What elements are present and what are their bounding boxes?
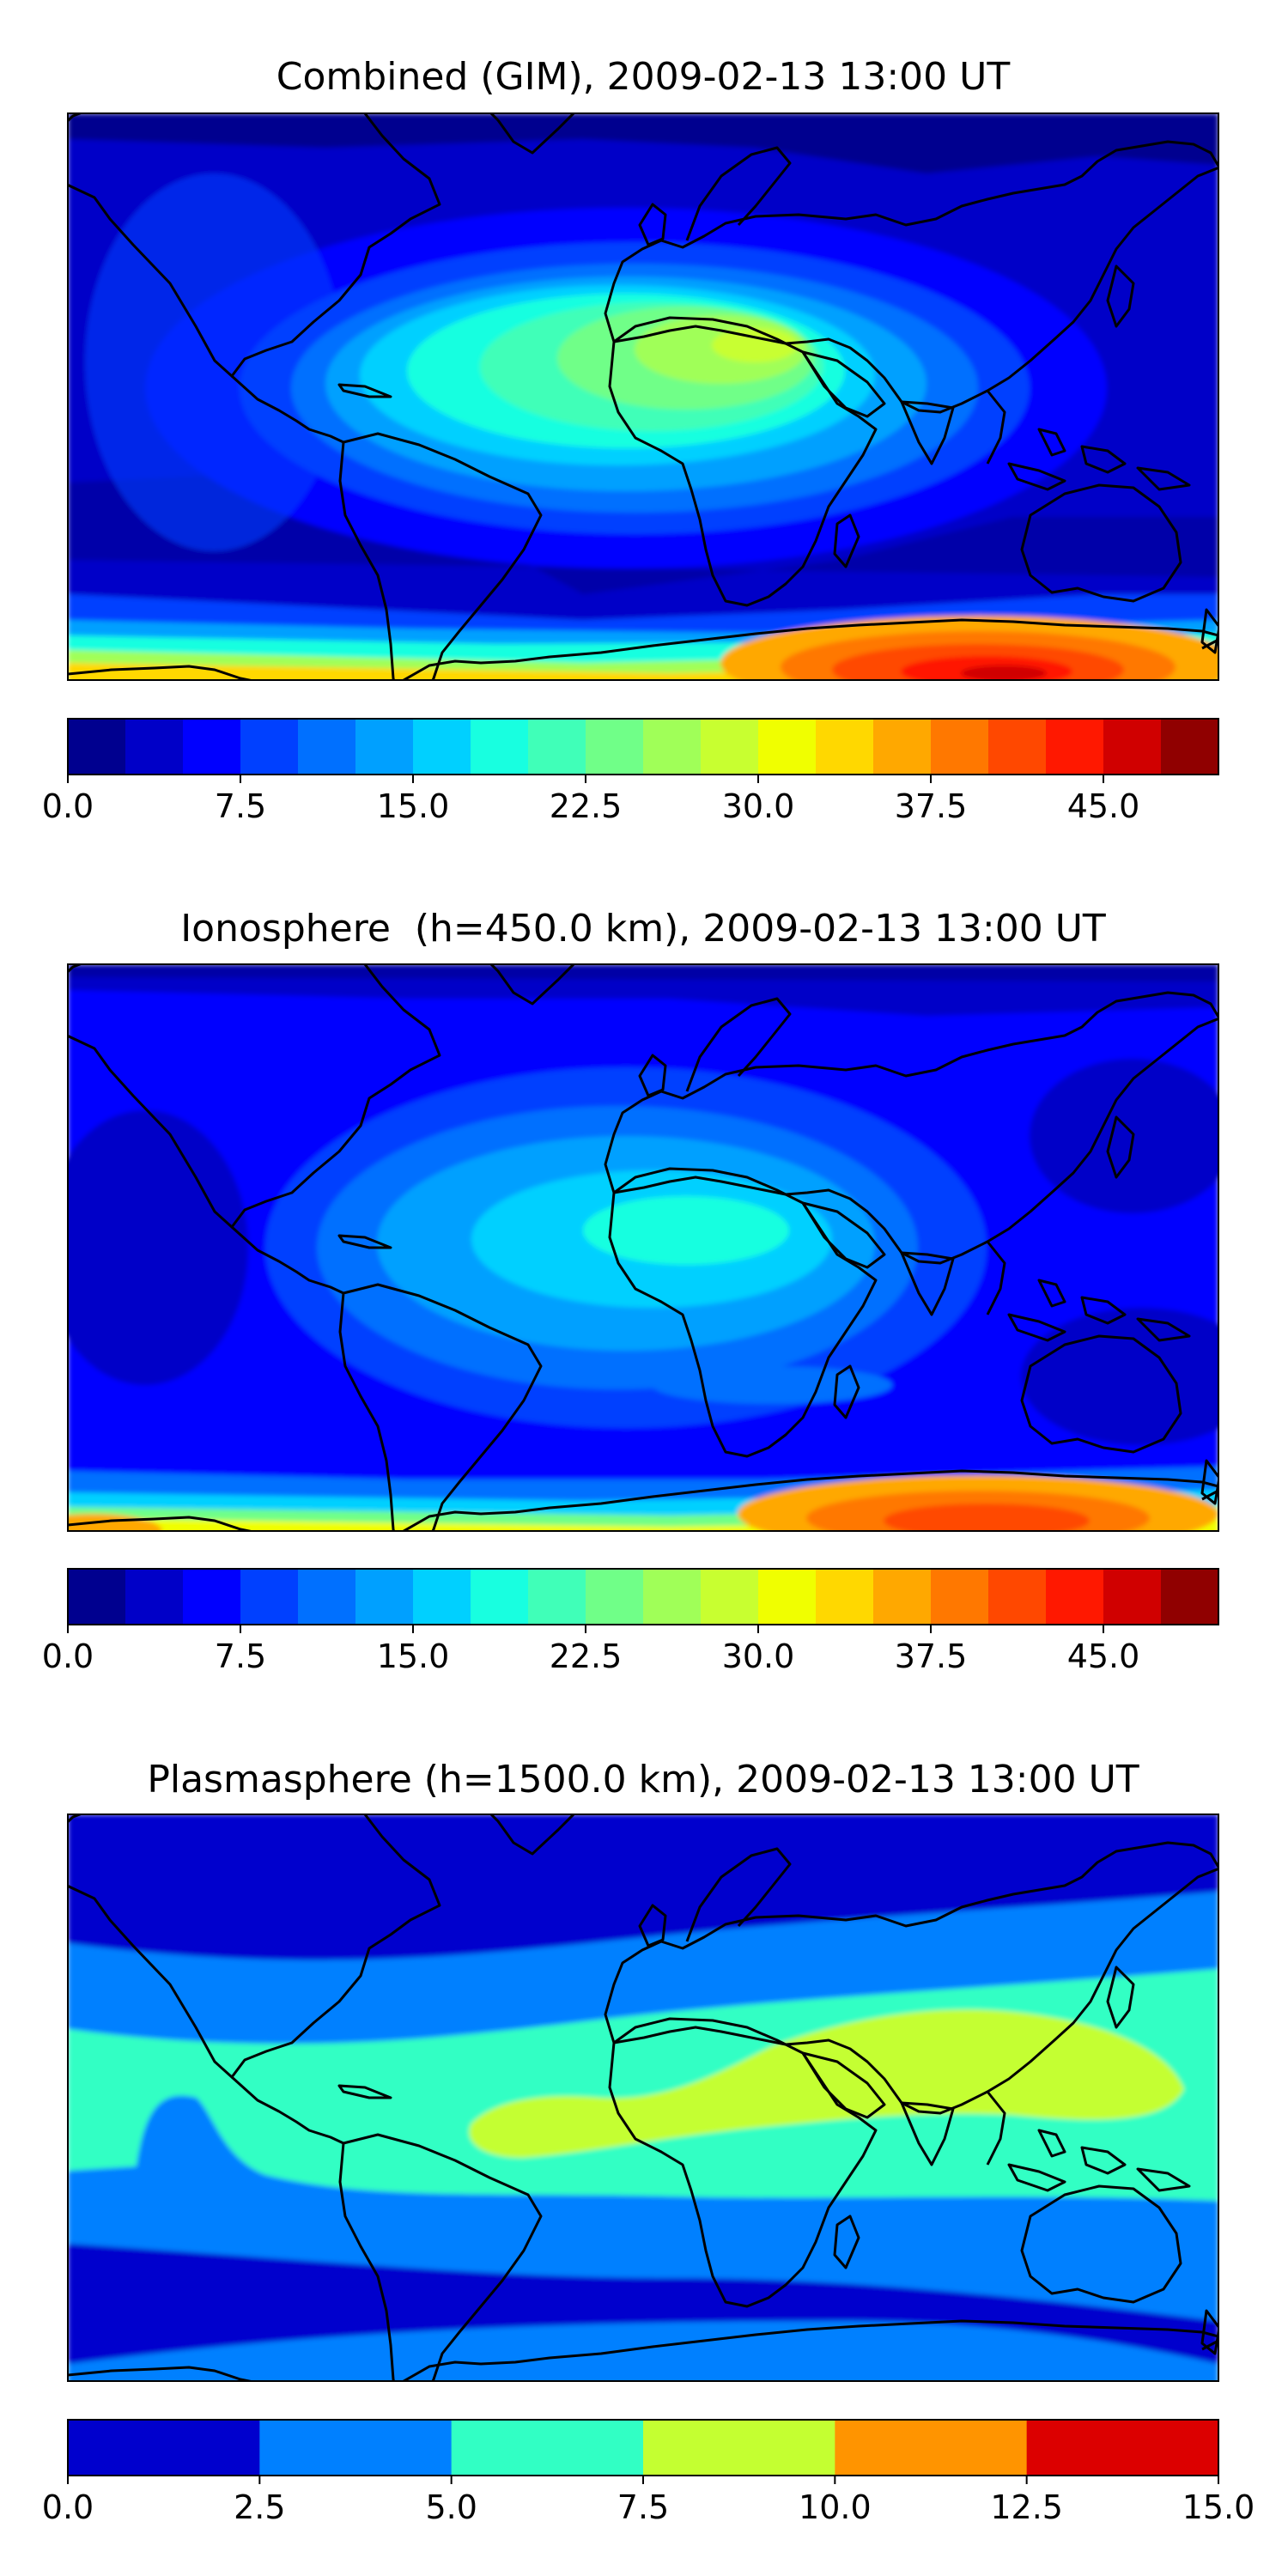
colorbar-tick-label: 30.0 — [722, 1637, 795, 1675]
contour-map — [68, 1814, 1218, 2381]
contour-level — [712, 328, 798, 362]
colorbar-swatch — [643, 1569, 702, 1625]
colorbar-swatch — [988, 719, 1047, 775]
colorbar-swatch — [1161, 1569, 1219, 1625]
contour-level — [85, 173, 343, 551]
colorbar-tick-label: 7.5 — [215, 787, 266, 825]
contour-map — [68, 964, 1218, 1531]
colorbar-swatch — [240, 719, 299, 775]
colorbar-swatch — [298, 1569, 356, 1625]
contour-level — [652, 1366, 892, 1404]
colorbar-swatch — [355, 719, 414, 775]
panel-ionosphere: Ionosphere (h=450.0 km), 2009-02-13 13:0… — [42, 907, 1219, 1675]
contour-level — [68, 113, 1218, 173]
colorbar-swatch — [1046, 719, 1104, 775]
colorbar-swatch — [931, 1569, 989, 1625]
colorbar-swatch — [586, 1569, 644, 1625]
colorbar-swatch — [125, 1569, 184, 1625]
panel-combined: Combined (GIM), 2009-02-13 13:00 UT — [42, 55, 1219, 825]
colorbar-frame — [67, 718, 1219, 775]
colorbar-swatch — [183, 719, 241, 775]
colorbar-swatch — [873, 1569, 932, 1625]
panel-plasmasphere: Plasmasphere (h=1500.0 km), 2009-02-13 1… — [42, 1758, 1255, 2526]
colorbar-tick-label: 7.5 — [215, 1637, 266, 1675]
contour-level — [1030, 1059, 1218, 1213]
colorbar-swatch — [701, 1569, 759, 1625]
contour-level — [68, 1110, 248, 1385]
colorbar-tick-label: 37.5 — [895, 1637, 968, 1675]
colorbar-tick-label: 5.0 — [425, 2488, 477, 2526]
colorbar-swatch — [1026, 2420, 1219, 2476]
colorbar-swatch — [816, 719, 874, 775]
colorbar: 0.0 7.5 15.0 22.5 30.0 37.5 45.0 — [42, 1568, 1219, 1675]
colorbar-swatch — [68, 719, 126, 775]
map-frame — [67, 1814, 1219, 2382]
colorbar-swatch — [586, 719, 644, 775]
colorbar-tick-label: 12.5 — [990, 2488, 1063, 2526]
colorbar-tick-label: 15.0 — [377, 1637, 450, 1675]
colorbar-swatch — [183, 1569, 241, 1625]
colorbar-tick-label: 2.5 — [234, 2488, 285, 2526]
contour-level — [68, 2321, 1218, 2381]
colorbar-tick-label: 0.0 — [42, 787, 94, 825]
contour-map — [68, 113, 1218, 680]
colorbar-tick-label: 0.0 — [42, 1637, 94, 1675]
colorbar-tick-label: 10.0 — [799, 2488, 872, 2526]
colorbar-swatch — [873, 719, 932, 775]
colorbar-tick-label: 0.0 — [42, 2488, 94, 2526]
contour-level — [68, 1514, 162, 1531]
colorbar-swatch — [125, 719, 184, 775]
colorbar-swatch — [643, 719, 702, 775]
contour-level — [469, 2009, 1184, 2158]
colorbar-swatch — [1161, 719, 1219, 775]
colorbar-swatch — [298, 719, 356, 775]
panel-title: Plasmasphere (h=1500.0 km), 2009-02-13 1… — [147, 1758, 1139, 1801]
colorbar-swatch — [68, 1569, 126, 1625]
colorbar-swatch — [1103, 719, 1162, 775]
colorbar-swatch — [643, 2420, 835, 2476]
map-frame — [67, 112, 1219, 681]
contour-level — [68, 964, 1218, 981]
contour-level — [961, 665, 1047, 680]
colorbar-tick-label: 45.0 — [1067, 1637, 1140, 1675]
colorbar-swatch — [471, 719, 529, 775]
colorbar-tick-label: 15.0 — [377, 787, 450, 825]
colorbar-frame — [67, 1568, 1219, 1625]
panel-title: Ionosphere (h=450.0 km), 2009-02-13 13:0… — [180, 907, 1106, 951]
colorbar-tick-label: 7.5 — [617, 2488, 669, 2526]
colorbar-swatch — [259, 2420, 453, 2476]
colorbar-tick-label: 45.0 — [1067, 787, 1140, 825]
contour-level — [884, 1504, 1090, 1531]
colorbar-swatch — [758, 1569, 817, 1625]
colorbar-swatch — [471, 1569, 529, 1625]
panel-title: Combined (GIM), 2009-02-13 13:00 UT — [276, 55, 1011, 99]
colorbar-swatch — [528, 1569, 586, 1625]
colorbar-tick-label: 22.5 — [550, 1637, 623, 1675]
colorbar-swatch — [240, 1569, 299, 1625]
colorbar-tick-label: 22.5 — [550, 787, 623, 825]
colorbar: 0.0 7.5 15.0 22.5 30.0 37.5 45.0 — [42, 718, 1219, 825]
colorbar-swatch — [68, 2420, 260, 2476]
contour-level — [583, 1196, 789, 1265]
colorbar-tick-label: 37.5 — [895, 787, 968, 825]
colorbar-swatch — [758, 719, 817, 775]
colorbar-tick-label: 30.0 — [722, 787, 795, 825]
colorbar-swatch — [835, 2420, 1028, 2476]
colorbar-swatch — [528, 719, 586, 775]
colorbar: 0.0 2.5 5.0 7.5 10.0 12.5 15.0 — [42, 2419, 1255, 2526]
colorbar-swatch — [1103, 1569, 1162, 1625]
colorbar-swatch — [413, 719, 471, 775]
colorbar-swatch — [988, 1569, 1047, 1625]
colorbar-swatch — [701, 719, 759, 775]
colorbar-swatch — [1046, 1569, 1104, 1625]
colorbar-swatch — [413, 1569, 471, 1625]
colorbar-swatch — [355, 1569, 414, 1625]
colorbar-swatch — [451, 2420, 644, 2476]
colorbar-tick-label: 15.0 — [1182, 2488, 1255, 2526]
colorbar-swatch — [931, 719, 989, 775]
map-frame — [67, 963, 1219, 1532]
colorbar-swatch — [816, 1569, 874, 1625]
